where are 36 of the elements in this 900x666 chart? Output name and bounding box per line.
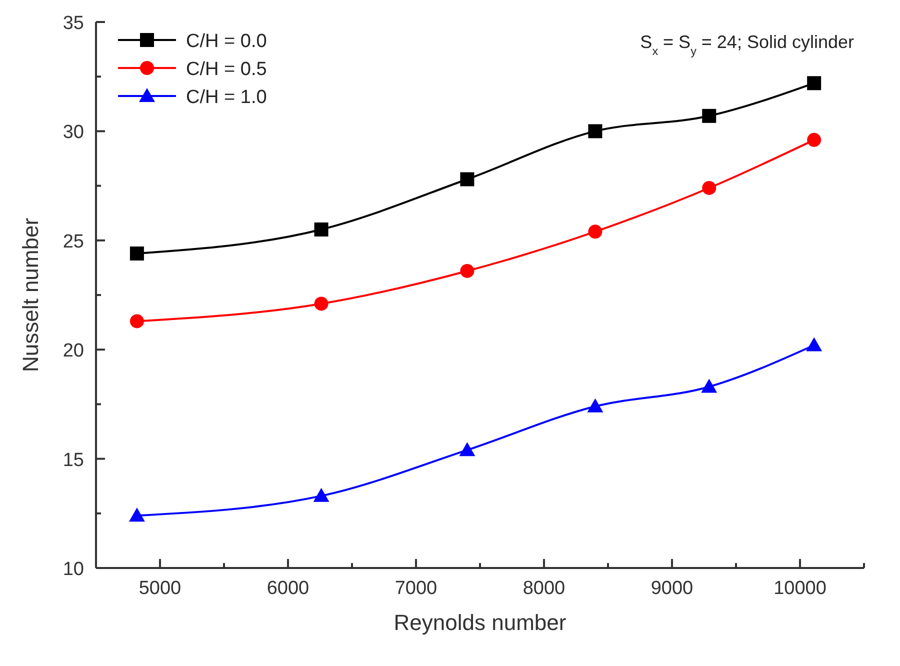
point [807, 76, 822, 90]
legend-label: C/H = 0.0 [186, 31, 267, 52]
point [588, 124, 602, 138]
point [588, 224, 602, 239]
point [130, 246, 144, 261]
point [702, 108, 716, 123]
point [128, 508, 145, 522]
y-tick-label: 30 [62, 122, 84, 144]
point [701, 378, 718, 393]
x-tick-label: 7000 [394, 578, 438, 599]
x-tick-label: 10000 [774, 578, 826, 599]
y-tick-label: 35 [62, 13, 84, 34]
point [702, 180, 716, 195]
y-tick-label: 15 [62, 450, 84, 471]
point [314, 222, 328, 236]
x-tick-label: 5000 [138, 578, 182, 599]
y-axis-title: Nusselt number [18, 218, 43, 372]
y-tick-label: 20 [62, 340, 84, 362]
x-tick-label: 8000 [522, 578, 566, 599]
legend-label: C/H = 0.5 [186, 59, 267, 80]
point [460, 172, 474, 186]
point [460, 264, 474, 278]
annotation: S$_{x}$ = S$_{y}$ = 24; Solid cylinder [640, 32, 854, 58]
point [314, 296, 328, 311]
point [807, 132, 822, 147]
x-tick-label: 9000 [650, 578, 694, 599]
y-tick-label: 10 [62, 559, 84, 580]
point [806, 337, 822, 352]
y-tick-label: 25 [62, 231, 84, 252]
legend-label: C/H = 1.0 [186, 87, 267, 108]
x-axis-title: Reynolds number [394, 610, 566, 635]
point [459, 442, 476, 456]
x-tick-label: 6000 [266, 578, 310, 599]
point [130, 314, 144, 328]
point [313, 488, 330, 502]
point [587, 398, 604, 412]
